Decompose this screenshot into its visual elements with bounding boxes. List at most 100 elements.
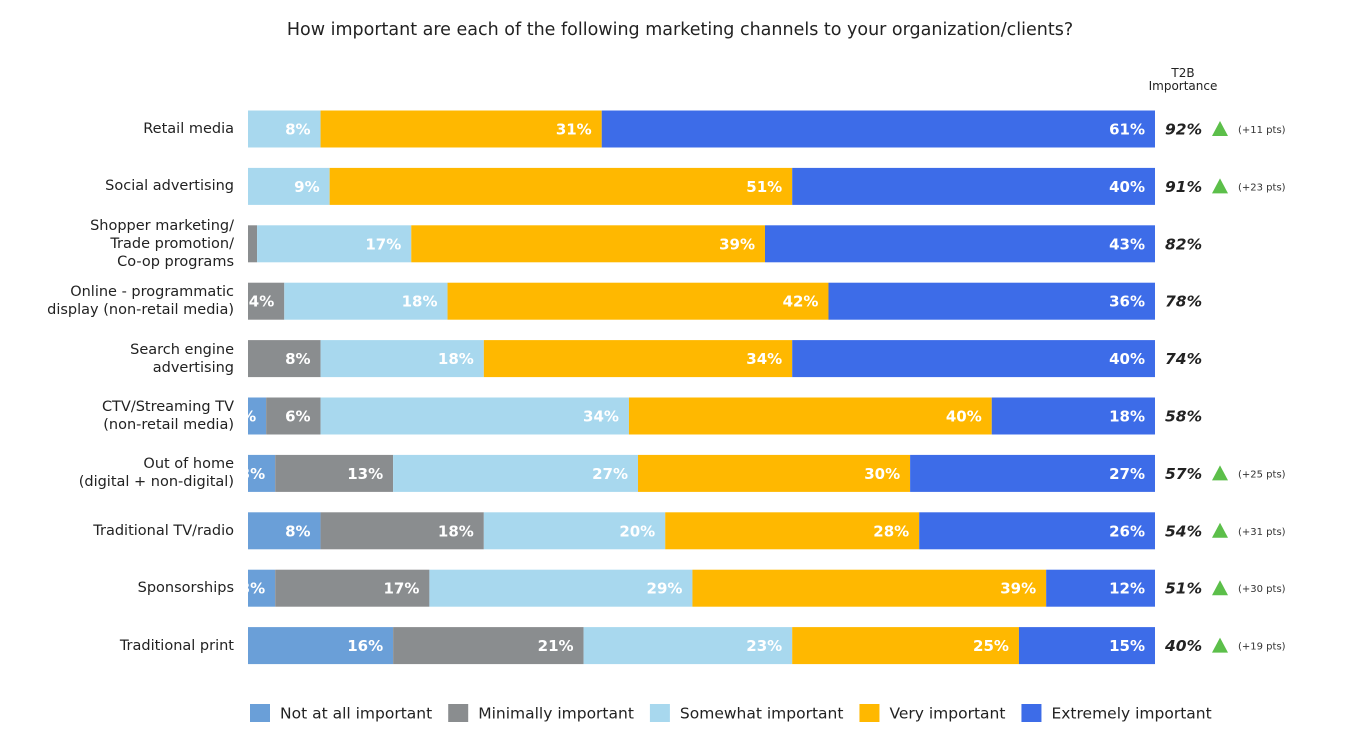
data-label: 39% xyxy=(719,235,755,253)
legend-label: Minimally important xyxy=(478,705,634,723)
bar-segment xyxy=(628,397,992,435)
bar-segment xyxy=(764,225,1155,263)
data-label: 17% xyxy=(365,235,401,253)
bar-segment xyxy=(248,110,321,148)
up-triangle xyxy=(1212,465,1228,481)
up-triangle xyxy=(1212,522,1228,538)
data-label: 21% xyxy=(538,637,574,655)
category-label: Traditional TV/radio xyxy=(93,522,234,539)
category-label: Shopper marketing/ Trade promotion/ Co-o… xyxy=(90,217,234,270)
bar-segment xyxy=(248,454,276,492)
t2b-value: 51% xyxy=(1165,580,1202,598)
data-label: 12% xyxy=(1109,580,1145,598)
bar-segment xyxy=(393,454,639,492)
bar-segment xyxy=(792,627,1019,665)
legend-swatch xyxy=(250,704,270,722)
data-label: 30% xyxy=(864,465,900,483)
t2b-value: 91% xyxy=(1165,178,1202,196)
data-label: 39% xyxy=(1000,580,1036,598)
legend-label: Somewhat important xyxy=(680,705,844,723)
data-label: 61% xyxy=(1109,121,1145,139)
bar-segment xyxy=(329,167,793,205)
up-triangle xyxy=(1212,121,1228,136)
data-label: 40% xyxy=(946,408,982,426)
data-label: 51% xyxy=(746,178,782,196)
data-label: 2% xyxy=(231,408,256,426)
data-label: 31% xyxy=(556,121,592,139)
bar-segment xyxy=(320,397,629,435)
legend-swatch xyxy=(859,704,880,722)
t2b-change: (+25 pts) xyxy=(1238,469,1286,480)
bar-segment xyxy=(248,512,321,550)
up-triangle xyxy=(1212,637,1228,653)
bar-segment xyxy=(275,569,430,607)
data-label: 18% xyxy=(438,522,474,540)
chart-title: How important are each of the following … xyxy=(287,20,1073,40)
bar-segment xyxy=(257,225,412,263)
data-label: 43% xyxy=(1109,235,1145,253)
up-triangle xyxy=(1212,178,1228,194)
t2b-value: 74% xyxy=(1165,350,1202,368)
data-label: 6% xyxy=(285,408,310,426)
t2b-value: 92% xyxy=(1165,121,1202,139)
bar-segment xyxy=(792,340,1155,378)
category-label: CTV/Streaming TV (non-retail media) xyxy=(101,399,234,433)
data-label: 9% xyxy=(294,178,319,196)
bar-segment xyxy=(910,454,1155,492)
t2b-header: T2B Importance xyxy=(1148,66,1218,93)
bar-segment xyxy=(248,569,276,607)
t2b-change: (+23 pts) xyxy=(1238,182,1286,193)
data-label: 23% xyxy=(746,637,782,655)
data-label: 27% xyxy=(1109,465,1145,483)
bar-segment xyxy=(919,512,1155,550)
legend-label: Extremely important xyxy=(1051,705,1211,723)
bar-segment xyxy=(320,340,484,378)
bar-segment xyxy=(638,454,911,492)
t2b-value: 82% xyxy=(1165,235,1202,253)
data-label: 34% xyxy=(746,350,782,368)
data-label: 29% xyxy=(647,580,683,598)
t2b-change: (+31 pts) xyxy=(1238,527,1286,538)
data-label: 27% xyxy=(592,465,628,483)
data-label: 3% xyxy=(240,580,265,598)
data-label: 36% xyxy=(1109,293,1145,311)
t2b-value: 57% xyxy=(1165,465,1202,483)
up-triangle xyxy=(1212,580,1228,596)
bar-segment xyxy=(393,627,584,665)
t2b-value: 54% xyxy=(1165,522,1202,540)
data-label: 17% xyxy=(383,580,419,598)
bar-segment xyxy=(447,282,829,320)
data-label: 4% xyxy=(249,293,274,311)
data-label: 28% xyxy=(873,522,909,540)
data-label: 42% xyxy=(783,293,819,311)
data-label: 34% xyxy=(583,408,619,426)
t2b-value: 78% xyxy=(1165,293,1202,311)
bar-segment xyxy=(320,512,484,550)
bar-segment xyxy=(248,282,285,320)
legend-label: Not at all important xyxy=(280,705,432,723)
bar-segment xyxy=(284,282,448,320)
data-label: 25% xyxy=(973,637,1009,655)
data-label: 18% xyxy=(438,350,474,368)
data-label: 16% xyxy=(347,637,383,655)
category-label: Social advertising xyxy=(105,178,234,195)
data-label: 26% xyxy=(1109,522,1145,540)
bar-segment xyxy=(248,340,321,378)
data-label: 8% xyxy=(285,121,310,139)
bar-segment xyxy=(248,167,330,205)
bar-segment xyxy=(1018,627,1155,665)
category-label: Search engine advertising xyxy=(130,341,234,376)
data-label: 3% xyxy=(240,465,265,483)
category-label: Retail media xyxy=(143,121,234,137)
data-label: 18% xyxy=(402,293,438,311)
t2b-change: (+30 pts) xyxy=(1238,584,1286,595)
bar-segment xyxy=(248,627,394,665)
legend-swatch xyxy=(448,704,469,722)
category-label: Online - programmatic display (non-retai… xyxy=(47,284,234,319)
bar-segment xyxy=(692,569,1047,607)
t2b-change: (+19 pts) xyxy=(1238,642,1286,653)
bar-segment xyxy=(991,397,1155,435)
data-label: 8% xyxy=(285,522,310,540)
bar-segment xyxy=(248,397,267,435)
